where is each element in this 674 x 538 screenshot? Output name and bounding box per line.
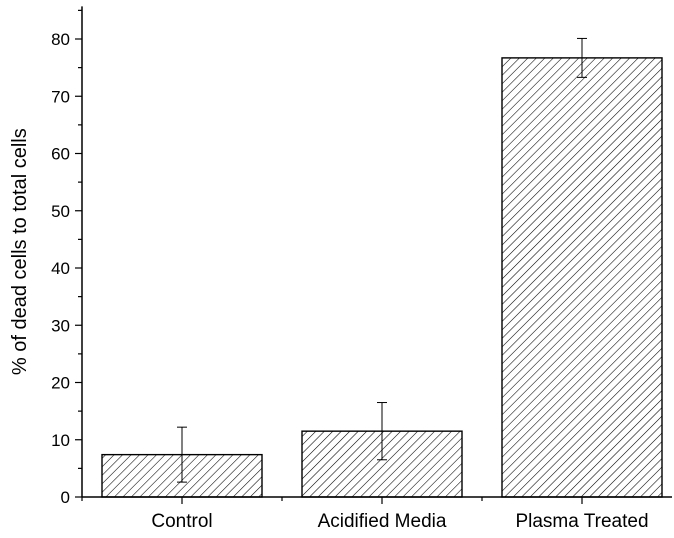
bar [501, 57, 663, 498]
x-tick-label: Control [151, 511, 212, 532]
y-tick-label: 80 [51, 30, 70, 49]
y-tick-label: 20 [51, 374, 70, 393]
labels-layer: 0 10 20 30 40 50 60 70 80 Control Acidified Media P… [9, 30, 649, 532]
y-tick-label: 10 [51, 431, 70, 450]
x-tick-label: Acidified Media [318, 511, 447, 532]
error-bar [377, 402, 387, 461]
y-tick-label: 30 [51, 316, 70, 335]
y-tick-label: 70 [51, 87, 70, 106]
error-bar [177, 426, 187, 483]
x-tick-label: Plasma Treated [515, 511, 648, 532]
y-tick-label: 40 [51, 259, 70, 278]
y-tick-label: 0 [61, 488, 70, 507]
error-bar [577, 37, 587, 78]
y-tick-label: 50 [51, 202, 70, 221]
y-axis-title: % of dead cells to total cells [9, 128, 31, 375]
error-bars-layer [177, 37, 587, 483]
axes-layer [75, 6, 672, 504]
y-tick-label: 60 [51, 145, 70, 164]
